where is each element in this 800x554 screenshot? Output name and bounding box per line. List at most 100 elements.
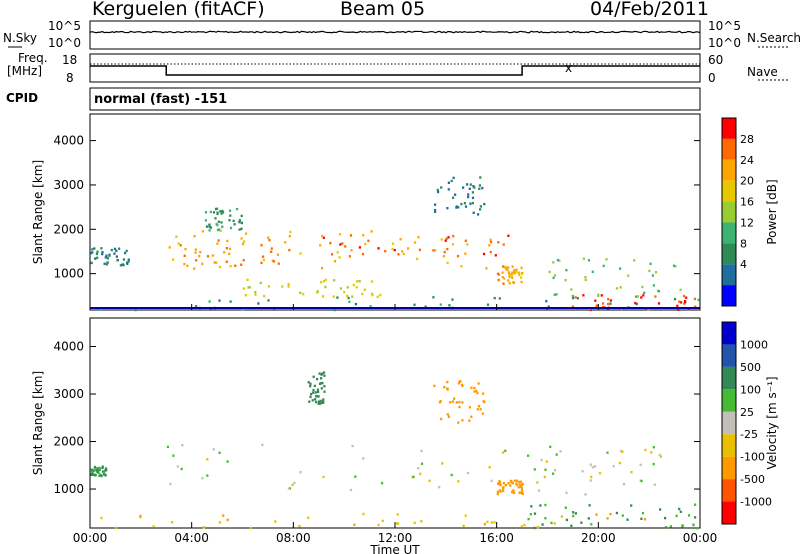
data-cell [461, 384, 464, 388]
data-cell [520, 487, 524, 490]
data-cell [358, 280, 361, 283]
data-cell [222, 211, 225, 214]
data-cell [201, 262, 204, 266]
data-cell [683, 302, 686, 305]
data-cell [648, 269, 651, 273]
data-cell [572, 511, 575, 514]
data-cell [565, 491, 568, 495]
data-cell [118, 247, 121, 250]
data-cell [555, 293, 558, 296]
data-cell [446, 413, 449, 416]
power-colorbar-swatch [722, 222, 736, 244]
data-cell [393, 248, 396, 252]
data-cell [396, 513, 399, 516]
data-cell [94, 257, 97, 260]
data-cell [330, 253, 334, 256]
data-cell [241, 308, 244, 311]
data-cell [361, 252, 365, 256]
data-cell [91, 248, 94, 251]
velocity-colorbar-swatch [722, 456, 736, 480]
data-cell [401, 250, 404, 253]
data-cell [99, 467, 102, 470]
data-cell [124, 251, 127, 255]
data-cell [553, 274, 556, 277]
data-cell [299, 291, 302, 294]
data-cell [339, 243, 342, 246]
data-cell [443, 250, 446, 254]
data-cell [206, 255, 210, 258]
data-cell [223, 251, 226, 254]
velocity-colorbar-swatch [722, 344, 736, 367]
data-cell [104, 467, 108, 470]
data-cell [508, 282, 511, 285]
freq-line [90, 65, 700, 76]
data-cell [558, 259, 561, 262]
data-cell [263, 294, 266, 298]
data-cell [591, 270, 594, 273]
data-cell [674, 265, 677, 268]
data-cell [396, 522, 399, 525]
data-cell [321, 372, 324, 375]
data-cell [291, 483, 294, 487]
data-cell [419, 472, 422, 476]
data-cell [463, 202, 466, 205]
data-cell [478, 184, 481, 187]
data-cell [443, 386, 446, 389]
data-cell [503, 265, 506, 269]
data-cell [243, 240, 246, 243]
data-cell [208, 300, 211, 303]
data-cell [490, 479, 493, 483]
data-cell [580, 521, 583, 524]
data-cell [277, 262, 280, 265]
data-cell [417, 467, 420, 470]
data-cell [462, 186, 465, 189]
data-cell [449, 401, 452, 404]
data-cell [315, 395, 318, 398]
data-cell [476, 391, 479, 395]
data-cell [570, 288, 573, 291]
data-cell [420, 520, 423, 523]
data-cell [498, 480, 501, 483]
data-cell [288, 234, 291, 238]
data-cell [208, 229, 211, 232]
data-cell [308, 400, 311, 403]
data-cell [194, 248, 197, 251]
velocity-colorbar-swatch [722, 434, 736, 457]
data-cell [134, 308, 137, 312]
data-cell [630, 504, 633, 507]
data-cell [520, 483, 523, 487]
data-cell [664, 516, 667, 520]
data-cell [529, 513, 532, 516]
data-cell [215, 261, 218, 264]
data-cell [281, 285, 284, 288]
data-cell [311, 399, 314, 402]
data-cell [344, 245, 347, 248]
data-cell [268, 238, 271, 242]
data-cell [486, 520, 489, 523]
data-cell [594, 299, 597, 302]
data-cell [204, 211, 208, 214]
data-cell [470, 386, 473, 389]
data-cell [436, 188, 439, 192]
data-cell [457, 480, 460, 483]
data-cell [467, 193, 470, 196]
data-cell [675, 514, 678, 518]
data-cell [468, 406, 471, 409]
data-cell [455, 401, 458, 404]
data-cell [287, 285, 290, 288]
data-cell [106, 257, 109, 260]
data-cell [108, 254, 111, 257]
data-cell [687, 307, 690, 311]
data-cell [238, 228, 241, 231]
data-cell [472, 211, 475, 214]
data-cell [545, 460, 548, 463]
data-cell [642, 294, 645, 297]
data-cell [635, 302, 638, 306]
data-cell [564, 279, 567, 282]
data-cell [310, 392, 313, 396]
data-cell [571, 294, 574, 298]
data-cell [125, 249, 128, 253]
data-cell [636, 295, 640, 298]
data-cell [94, 473, 97, 477]
